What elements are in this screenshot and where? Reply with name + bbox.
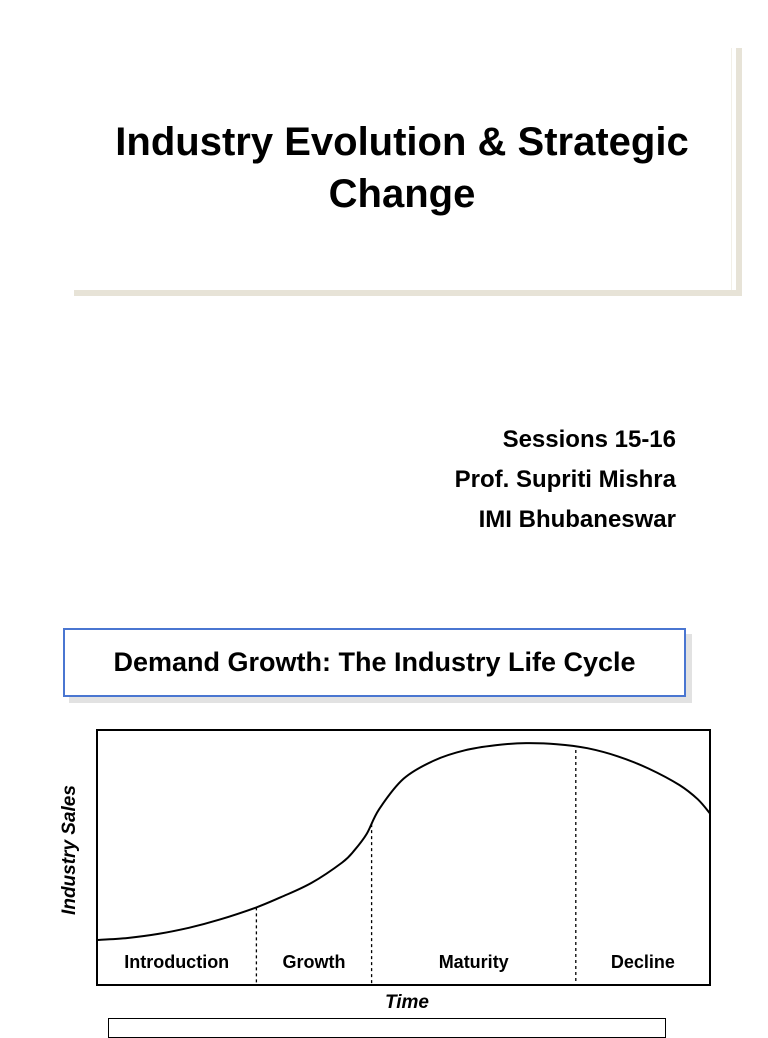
y-axis-label: Industry Sales [59, 785, 80, 915]
institute-name: IMI Bhubaneswar [478, 506, 676, 533]
slide-title: Industry Evolution & Strategic Change [115, 120, 689, 216]
bottom-caption-box [108, 1018, 666, 1038]
sales-curve [96, 742, 711, 941]
stage-label-maturity: Maturity [439, 952, 509, 972]
stage-label-introduction: Introduction [124, 952, 229, 972]
sessions-label: Sessions 15-16 [502, 426, 676, 453]
title-box: Industry Evolution & Strategic Change [74, 48, 742, 296]
stage-label-growth: Growth [283, 952, 346, 972]
x-axis-label: Time [385, 992, 429, 1013]
section-title: Demand Growth: The Industry Life Cycle [113, 647, 636, 677]
chart-frame [96, 729, 711, 986]
industry-life-cycle-chart: Introduction Growth Maturity Decline Indust… [59, 729, 711, 1013]
stage-label-decline: Decline [611, 952, 675, 972]
section-title-box: Demand Growth: The Industry Life Cycle [63, 628, 686, 697]
professor-name: Prof. Supriti Mishra [454, 466, 676, 493]
session-info: Sessions 15-16 Prof. Supriti Mishra IMI … [455, 420, 676, 540]
